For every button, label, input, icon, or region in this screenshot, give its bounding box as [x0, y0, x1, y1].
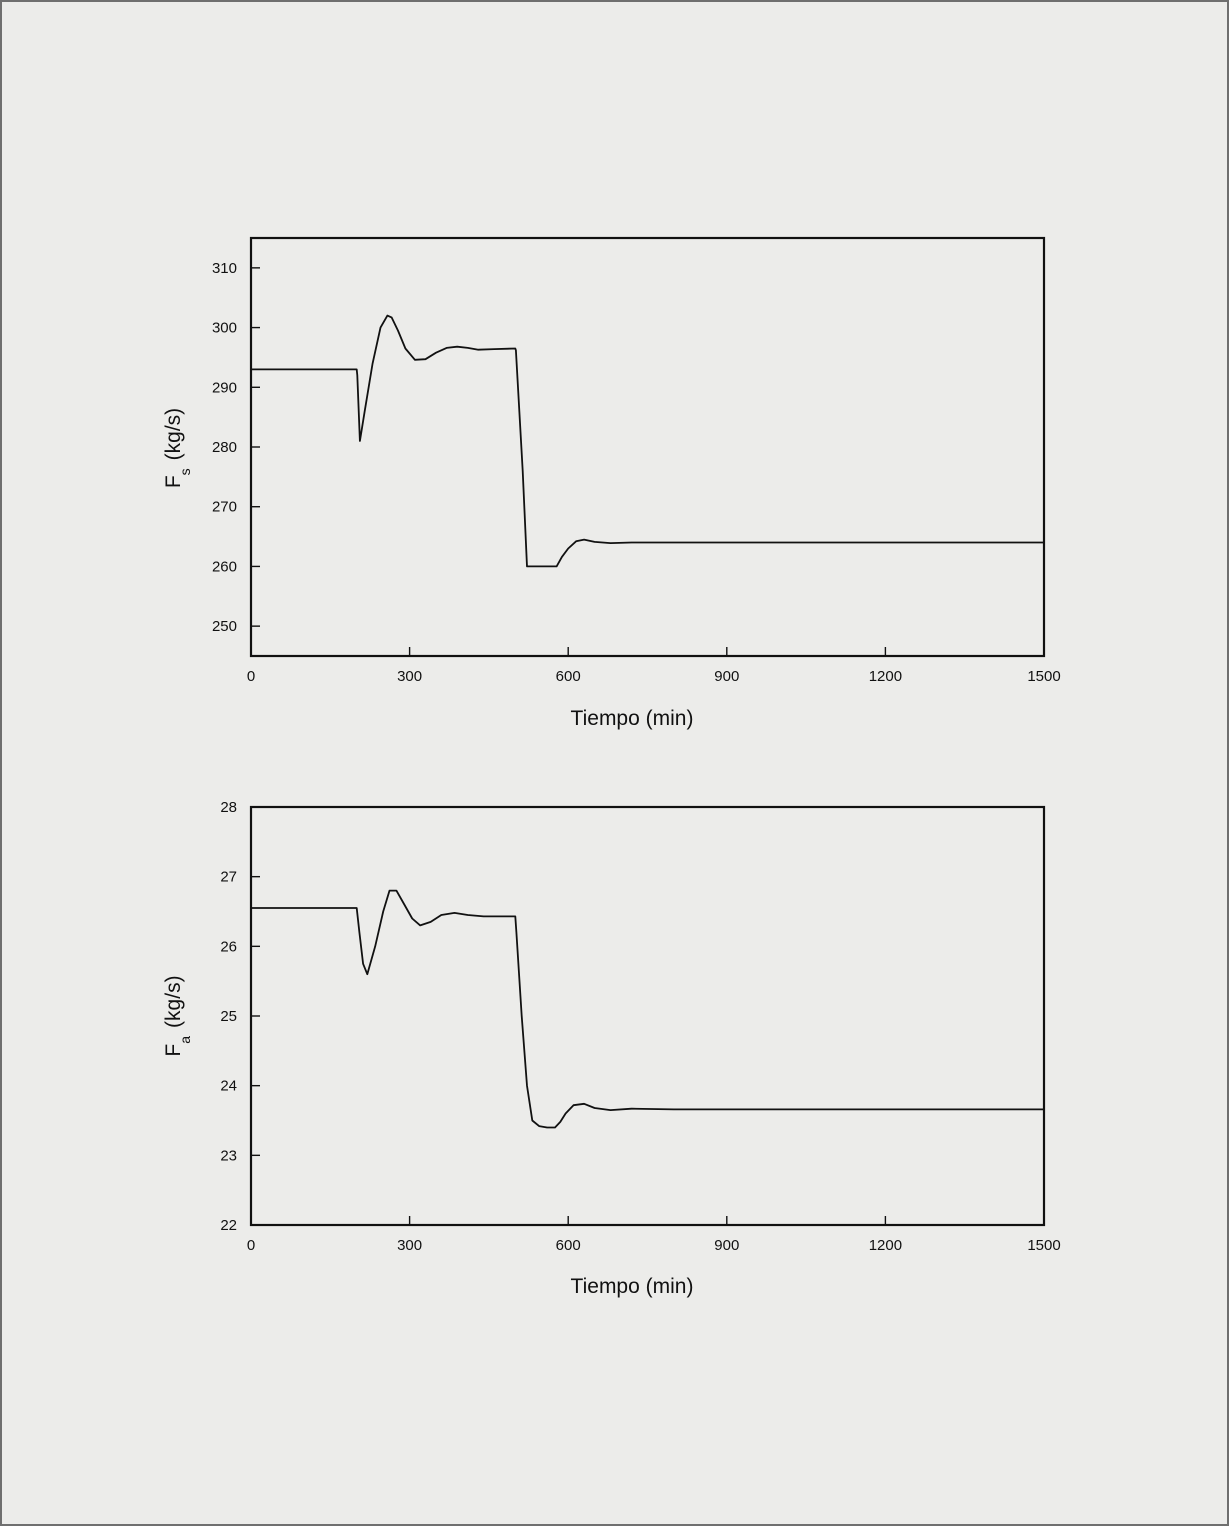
y-axis-title: Fs (kg/s) [162, 408, 193, 488]
y-axis-symbol: F [162, 1044, 185, 1057]
y-axis-subscript: s [177, 468, 193, 475]
x-axis-title: Tiempo (min) [571, 1275, 694, 1298]
x-tick-label: 0 [247, 668, 255, 685]
plot-frame [249, 805, 1046, 1227]
x-tick-label: 0 [247, 1237, 255, 1254]
y-tick-label: 250 [212, 618, 237, 635]
y-tick-label: 22 [220, 1217, 237, 1234]
y-tick-label: 280 [212, 439, 237, 456]
y-tick-label: 270 [212, 499, 237, 516]
y-tick-label: 26 [220, 938, 237, 955]
x-axis-ticks: 0 300 600 900 1200 1500 [247, 647, 1061, 685]
y-tick-label: 25 [220, 1008, 237, 1025]
x-axis-title: Tiempo (min) [571, 707, 694, 730]
chart-fa: 22 23 24 25 26 27 28 0 300 600 900 1200 1500 Tiempo… [162, 799, 1061, 1298]
x-tick-label: 600 [556, 1237, 581, 1254]
y-tick-label: 260 [212, 558, 237, 575]
x-tick-label: 1200 [869, 668, 902, 685]
y-tick-label: 23 [220, 1147, 237, 1164]
chart-fs: 250 260 270 280 290 300 310 0 300 600 900 1200 1500… [162, 236, 1061, 730]
plot-frame [249, 236, 1046, 658]
y-axis-ticks: 22 23 24 25 26 27 28 [220, 799, 260, 1234]
y-axis-symbol: F [162, 475, 185, 488]
y-tick-label: 300 [212, 320, 237, 337]
series-line [251, 889, 1044, 1129]
y-axis-subscript: a [177, 1036, 193, 1044]
y-axis-unit: (kg/s) [162, 975, 185, 1028]
y-tick-label: 28 [220, 799, 237, 816]
x-tick-label: 900 [714, 668, 739, 685]
x-axis-ticks: 0 300 600 900 1200 1500 [247, 1216, 1061, 1254]
x-tick-label: 1500 [1027, 668, 1060, 685]
x-tick-label: 300 [397, 1237, 422, 1254]
y-tick-label: 24 [220, 1078, 237, 1095]
y-axis-unit: (kg/s) [162, 408, 185, 461]
y-tick-label: 27 [220, 869, 237, 886]
x-tick-label: 300 [397, 668, 422, 685]
y-axis-title: Fa (kg/s) [162, 975, 193, 1056]
series-line [251, 314, 1044, 568]
x-tick-label: 900 [714, 1237, 739, 1254]
y-tick-label: 310 [212, 260, 237, 277]
y-tick-label: 290 [212, 379, 237, 396]
x-tick-label: 1200 [869, 1237, 902, 1254]
x-tick-label: 1500 [1027, 1237, 1060, 1254]
x-tick-label: 600 [556, 668, 581, 685]
y-axis-ticks: 250 260 270 280 290 300 310 [212, 260, 260, 635]
